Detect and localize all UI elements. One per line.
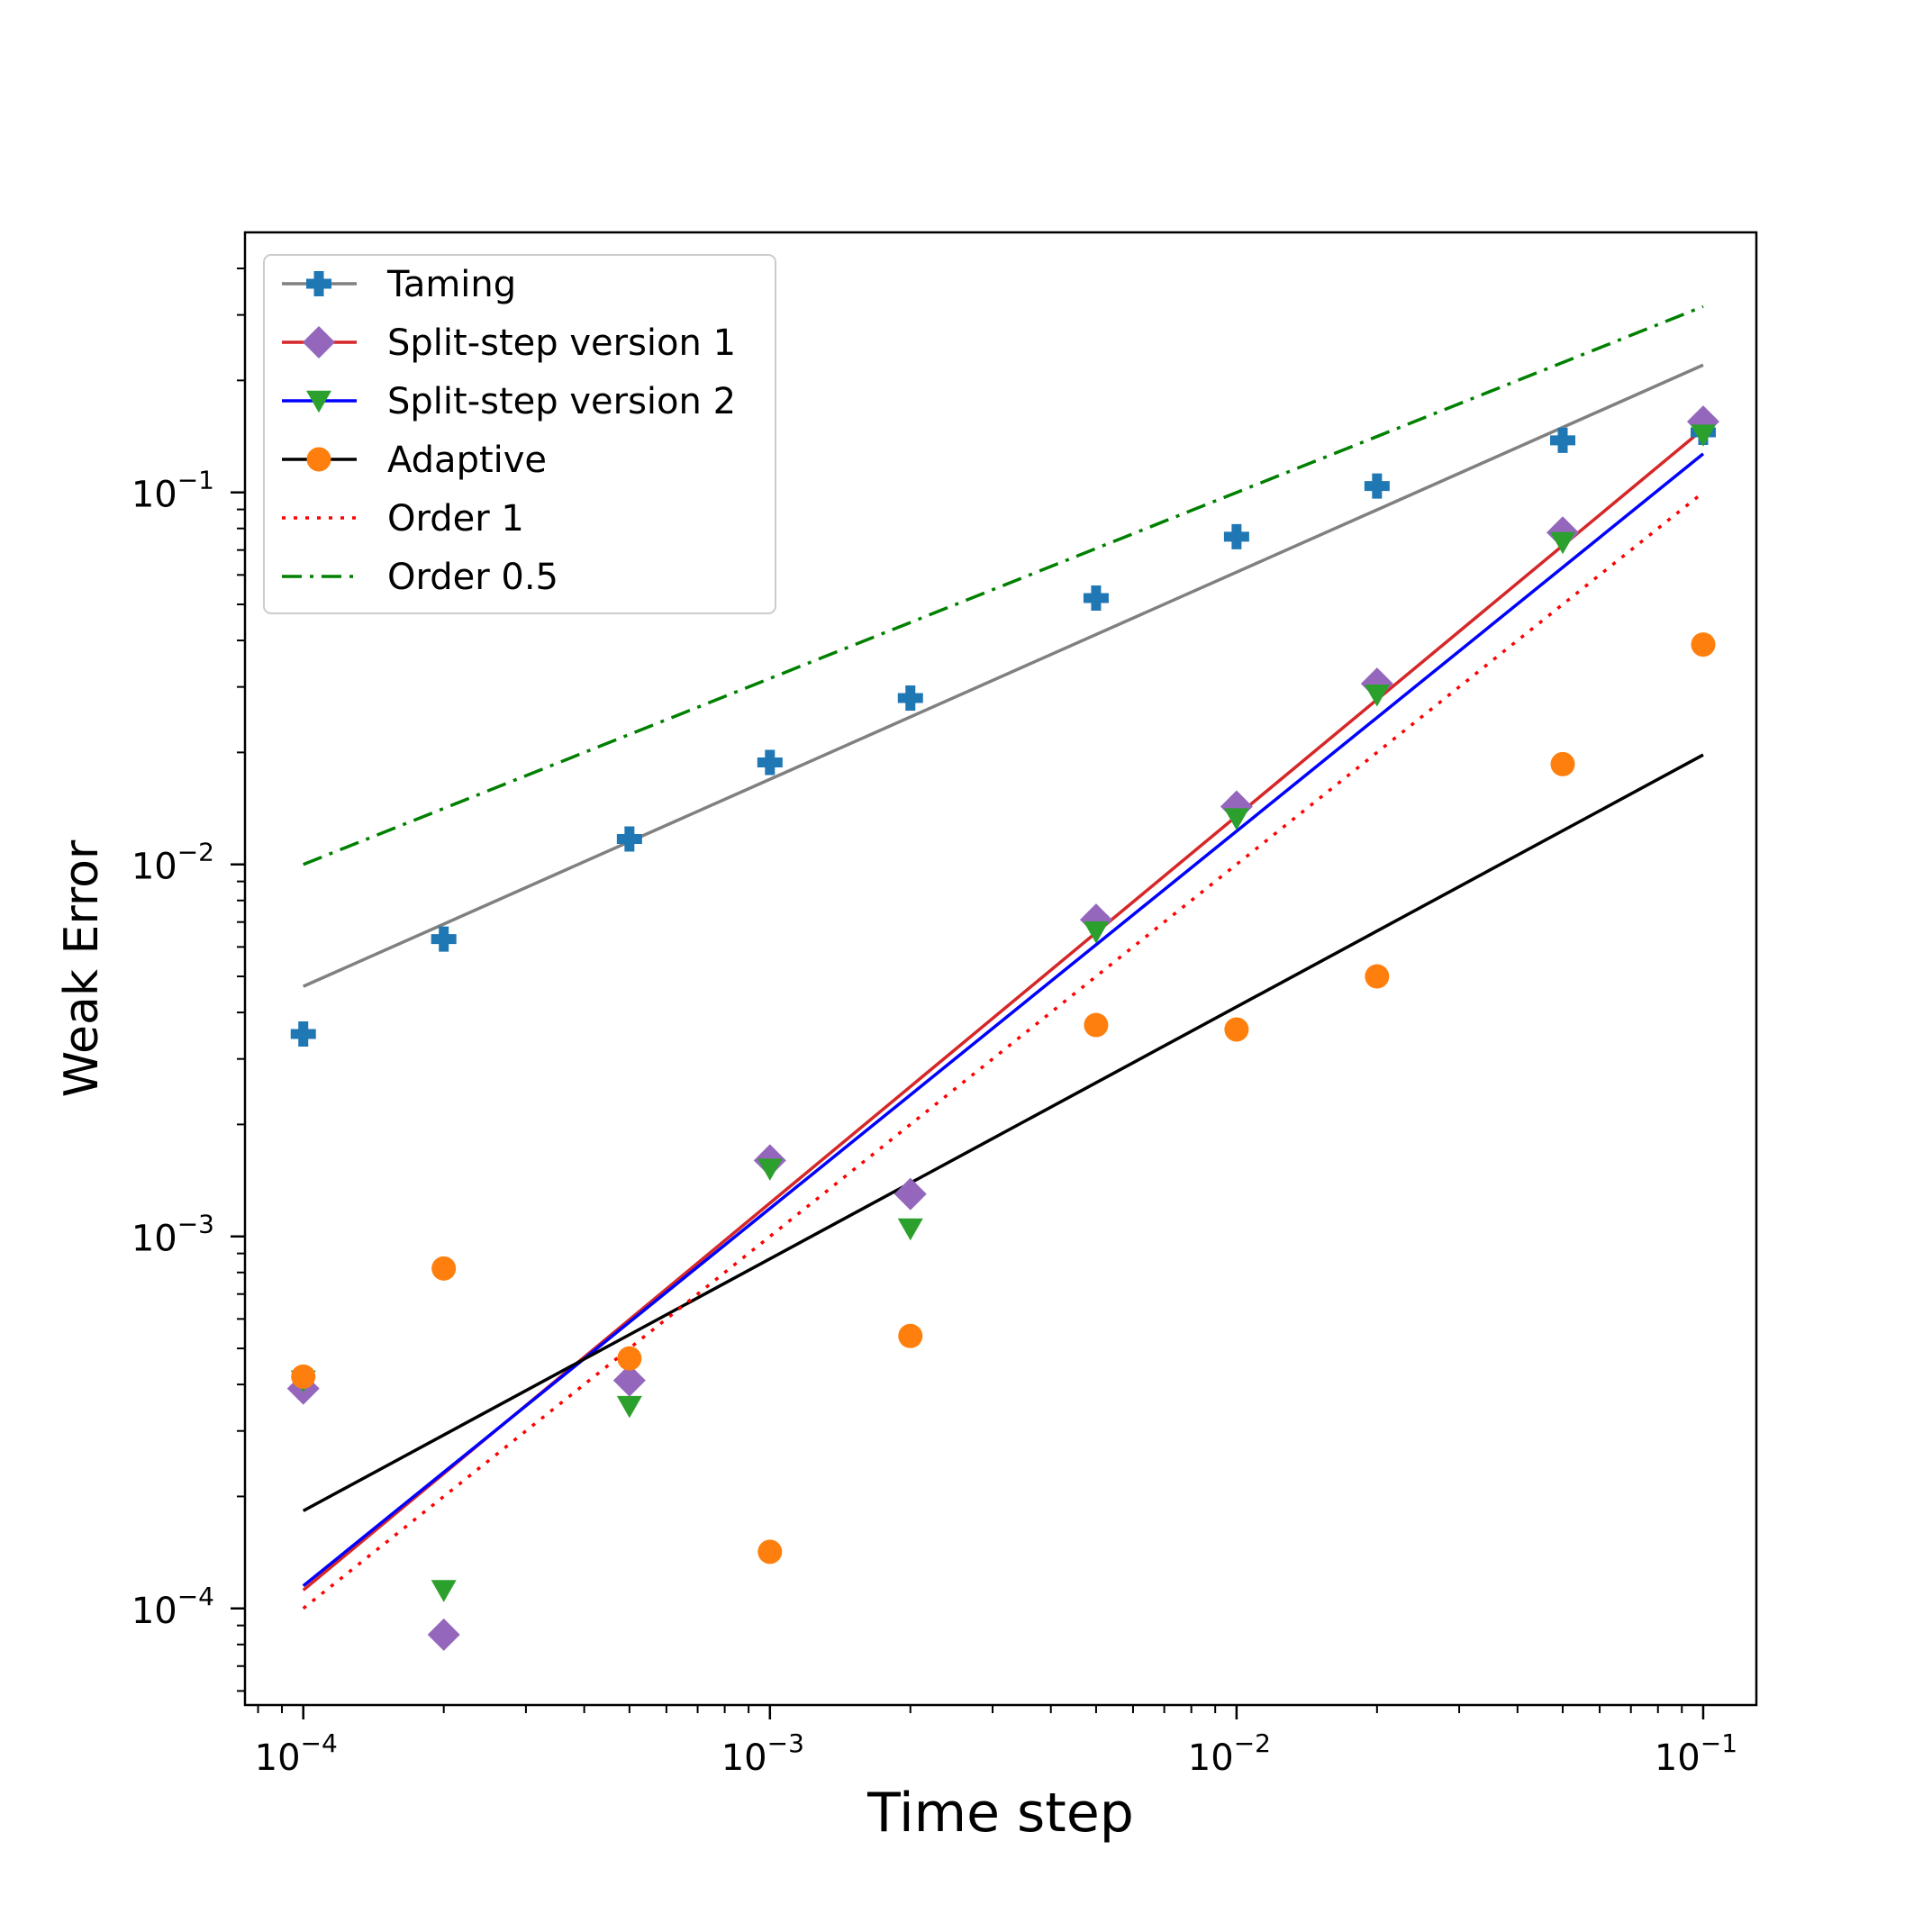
x-axis: 10−4 10−3 10−2 10−1 xyxy=(255,1705,1737,1779)
legend-box xyxy=(263,254,776,614)
data-point xyxy=(616,826,642,852)
tick-label: 10−4 xyxy=(132,1582,214,1632)
legend-label: Taming xyxy=(386,264,516,305)
data-point xyxy=(431,1580,457,1602)
data-point xyxy=(898,1323,923,1348)
data-point xyxy=(757,1539,783,1565)
data-point xyxy=(1550,427,1576,453)
tick-label: 10−2 xyxy=(1188,1728,1271,1779)
legend-label: Order 0.5 xyxy=(387,557,558,598)
legend-marker xyxy=(306,271,331,296)
data-point xyxy=(1550,751,1575,776)
data-point xyxy=(1550,531,1576,555)
data-point xyxy=(290,1021,316,1048)
data-point xyxy=(431,926,457,952)
data-point xyxy=(1364,685,1390,707)
tick-label: 10−1 xyxy=(1655,1728,1737,1779)
legend-marker xyxy=(306,447,331,472)
legend-label: Order 1 xyxy=(387,498,524,540)
legend-label: Split-step version 1 xyxy=(387,322,736,364)
data-point xyxy=(617,1346,642,1371)
y-axis: 10−4 10−3 10−2 10−1 xyxy=(132,268,245,1692)
legend-marker xyxy=(303,326,335,358)
fit-lines xyxy=(302,304,1705,1610)
data-point xyxy=(1364,473,1390,499)
tick-label: 10−3 xyxy=(721,1728,804,1779)
data-point xyxy=(1224,1017,1249,1042)
series-line xyxy=(303,363,1704,988)
data-point xyxy=(1690,424,1716,447)
data-point xyxy=(897,1218,923,1241)
tick-label: 10−2 xyxy=(132,838,214,888)
y-axis-label: Weak Error xyxy=(55,839,109,1097)
data-point xyxy=(1084,1012,1109,1038)
series-line xyxy=(303,304,1704,866)
data-point xyxy=(757,1158,783,1181)
legend: Taming Split-step version 1 Split-step ver… xyxy=(263,254,776,614)
data-point xyxy=(1691,632,1716,658)
data-point xyxy=(291,1364,316,1389)
tick-label: 10−3 xyxy=(132,1210,214,1260)
data-point xyxy=(897,685,923,712)
plot-area-frame xyxy=(243,231,1758,1707)
data-point xyxy=(612,1364,646,1397)
legend-marker xyxy=(306,390,331,413)
series-line xyxy=(302,452,1705,1588)
tick-label: 10−4 xyxy=(255,1728,338,1779)
data-point xyxy=(1223,523,1249,549)
series-line xyxy=(302,491,1705,1610)
data-point xyxy=(1365,964,1390,989)
data-point xyxy=(431,1256,457,1281)
data-point xyxy=(1083,921,1109,944)
data-point xyxy=(427,1618,460,1651)
data-point xyxy=(1223,808,1249,830)
legend-label: Adaptive xyxy=(387,440,547,481)
tick-label: 10−1 xyxy=(132,466,214,516)
legend-label: Split-step version 2 xyxy=(387,381,736,422)
data-markers xyxy=(286,405,1719,1651)
data-point xyxy=(893,1177,927,1211)
data-point xyxy=(1083,585,1109,611)
x-axis-label: Time step xyxy=(866,1782,1134,1845)
series-line xyxy=(302,753,1704,1512)
data-point xyxy=(757,749,783,776)
data-point xyxy=(616,1395,642,1419)
